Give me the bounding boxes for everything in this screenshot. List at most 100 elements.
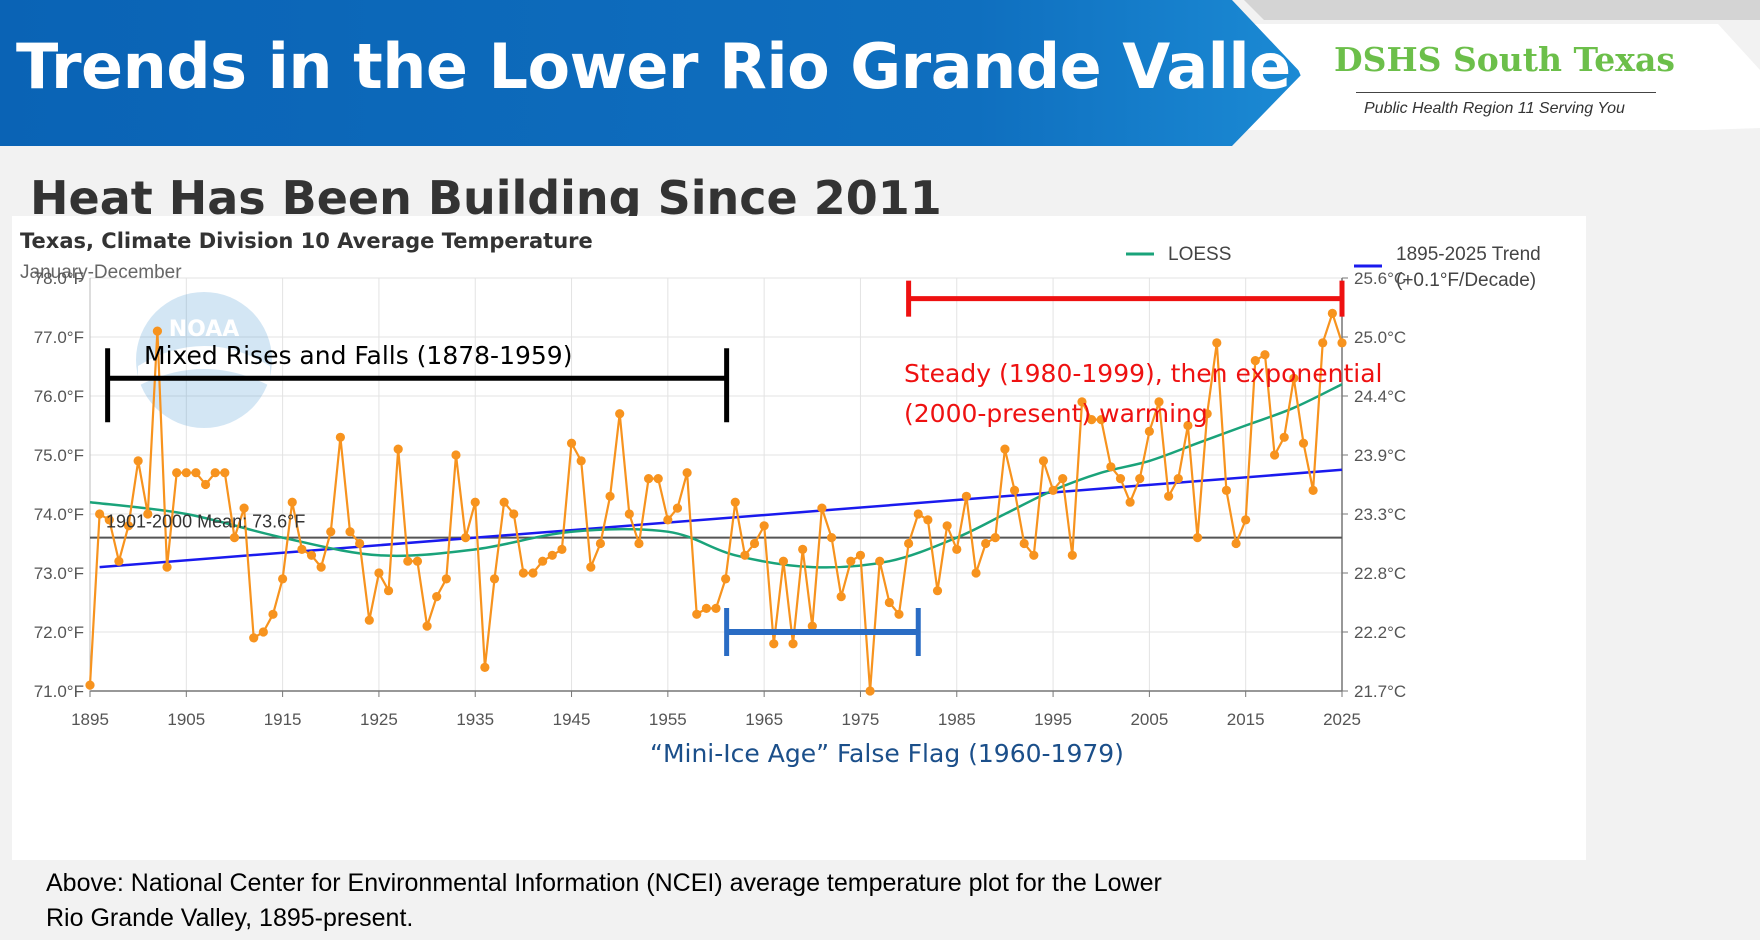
data-point: [374, 568, 384, 578]
caption: Above: National Center for Environmental…: [46, 866, 1446, 936]
data-point: [1183, 420, 1193, 431]
data-point: [884, 597, 894, 608]
data-point: [489, 574, 500, 584]
y-tick-label-right: 25.6°C: [1354, 269, 1406, 288]
annotation-iceage-text: “Mini-Ice Age” False Flag (1960-1979): [650, 739, 1124, 768]
data-point: [1241, 515, 1251, 525]
x-tick-label: 1975: [842, 710, 880, 729]
data-point: [817, 503, 827, 513]
data-point: [913, 509, 923, 519]
data-point: [730, 497, 740, 507]
data-point: [316, 562, 326, 572]
data-point: [1164, 491, 1174, 501]
data-point: [1144, 426, 1154, 436]
data-point: [1115, 474, 1126, 484]
data-point: [287, 497, 297, 507]
data-point: [1058, 474, 1068, 484]
data-point: [422, 621, 432, 631]
data-point: [461, 533, 471, 543]
y-tick-label-right: 21.7°C: [1354, 682, 1406, 701]
x-tick-label: 1895: [71, 710, 109, 729]
data-point: [1327, 308, 1337, 318]
data-point: [634, 538, 644, 549]
data-point: [1231, 538, 1241, 549]
data-point: [278, 574, 288, 584]
x-tick-label: 2005: [1130, 710, 1168, 729]
y-tick-label-left: 73.0°F: [34, 564, 84, 583]
data-point: [403, 556, 413, 566]
data-point: [152, 326, 163, 336]
data-point: [990, 533, 1000, 543]
data-point: [1106, 462, 1116, 472]
logo-tagline: Public Health Region 11 Serving You: [1364, 100, 1625, 117]
legend-trend-label: 1895-2025 Trend: [1396, 244, 1541, 265]
data-point: [1289, 373, 1299, 383]
data-point: [749, 538, 760, 549]
noaa-logo-wave: [138, 346, 270, 386]
legend-loess-label: LOESS: [1168, 244, 1231, 265]
chart-subtitle: January-December: [20, 262, 182, 283]
data-point: [393, 444, 403, 454]
data-point: [701, 603, 711, 613]
data-point: [412, 556, 423, 566]
x-tick-label: 1945: [553, 710, 591, 729]
data-point: [1269, 450, 1280, 460]
grid: [89, 277, 1343, 692]
annotation-mixed-text: Mixed Rises and Falls (1878-1959): [144, 341, 572, 370]
data-point: [538, 556, 548, 566]
data-point: [181, 468, 191, 478]
data-point: [499, 497, 509, 507]
data-point: [595, 538, 606, 549]
data-point: [1298, 438, 1309, 448]
noaa-logo-text: NOAA: [169, 317, 240, 342]
data-point: [172, 468, 182, 478]
data-point: [1308, 485, 1318, 495]
data-point: [191, 468, 201, 478]
data-point: [383, 586, 394, 596]
data-point: [297, 544, 307, 554]
y-tick-label-left: 71.0°F: [34, 682, 84, 701]
noaa-watermark: NOAA: [136, 292, 272, 428]
data-point: [114, 556, 124, 566]
data-point: [518, 568, 528, 578]
data-point: [769, 639, 779, 649]
data-point: [326, 527, 336, 537]
y-tick-label-right: 22.2°C: [1354, 623, 1406, 642]
data-point: [1250, 356, 1260, 366]
data-point: [788, 639, 798, 649]
logo-name: DSHS South Texas: [1334, 40, 1675, 79]
data-point: [547, 550, 557, 560]
data-point: [615, 409, 625, 419]
data-point: [826, 533, 837, 543]
x-tick-label: 1995: [1034, 710, 1072, 729]
data-point: [249, 633, 259, 643]
data-point: [200, 479, 211, 490]
slide-title: Trends in the Lower Rio Grande Valley: [16, 30, 1331, 103]
data-point: [557, 544, 567, 554]
data-point: [268, 609, 278, 619]
data-point: [1048, 485, 1058, 495]
data-point: [904, 538, 914, 549]
x-tick-label: 2015: [1227, 710, 1265, 729]
data-point: [335, 432, 345, 442]
data-point: [1125, 497, 1135, 507]
y-tick-label-left: 72.0°F: [34, 623, 84, 642]
y-tick-label-right: 25.0°C: [1354, 328, 1406, 347]
data-point: [605, 491, 615, 501]
data-point: [441, 574, 451, 584]
data-point: [778, 556, 789, 566]
data-point: [1077, 397, 1087, 407]
data-point: [942, 521, 952, 531]
data-point: [1029, 550, 1039, 560]
temperature-chart: NOAA Texas, Climate Division 10 Average …: [20, 229, 1541, 768]
data-point: [162, 562, 172, 572]
data-point: [1067, 550, 1077, 560]
data-point: [104, 515, 114, 525]
data-point: [1173, 474, 1183, 484]
data-point: [1318, 338, 1328, 348]
data-point: [1135, 474, 1145, 484]
x-tick-label: 1905: [167, 710, 205, 729]
data-point: [855, 550, 866, 560]
x-tick-label: 1935: [456, 710, 494, 729]
data-point: [846, 556, 856, 566]
